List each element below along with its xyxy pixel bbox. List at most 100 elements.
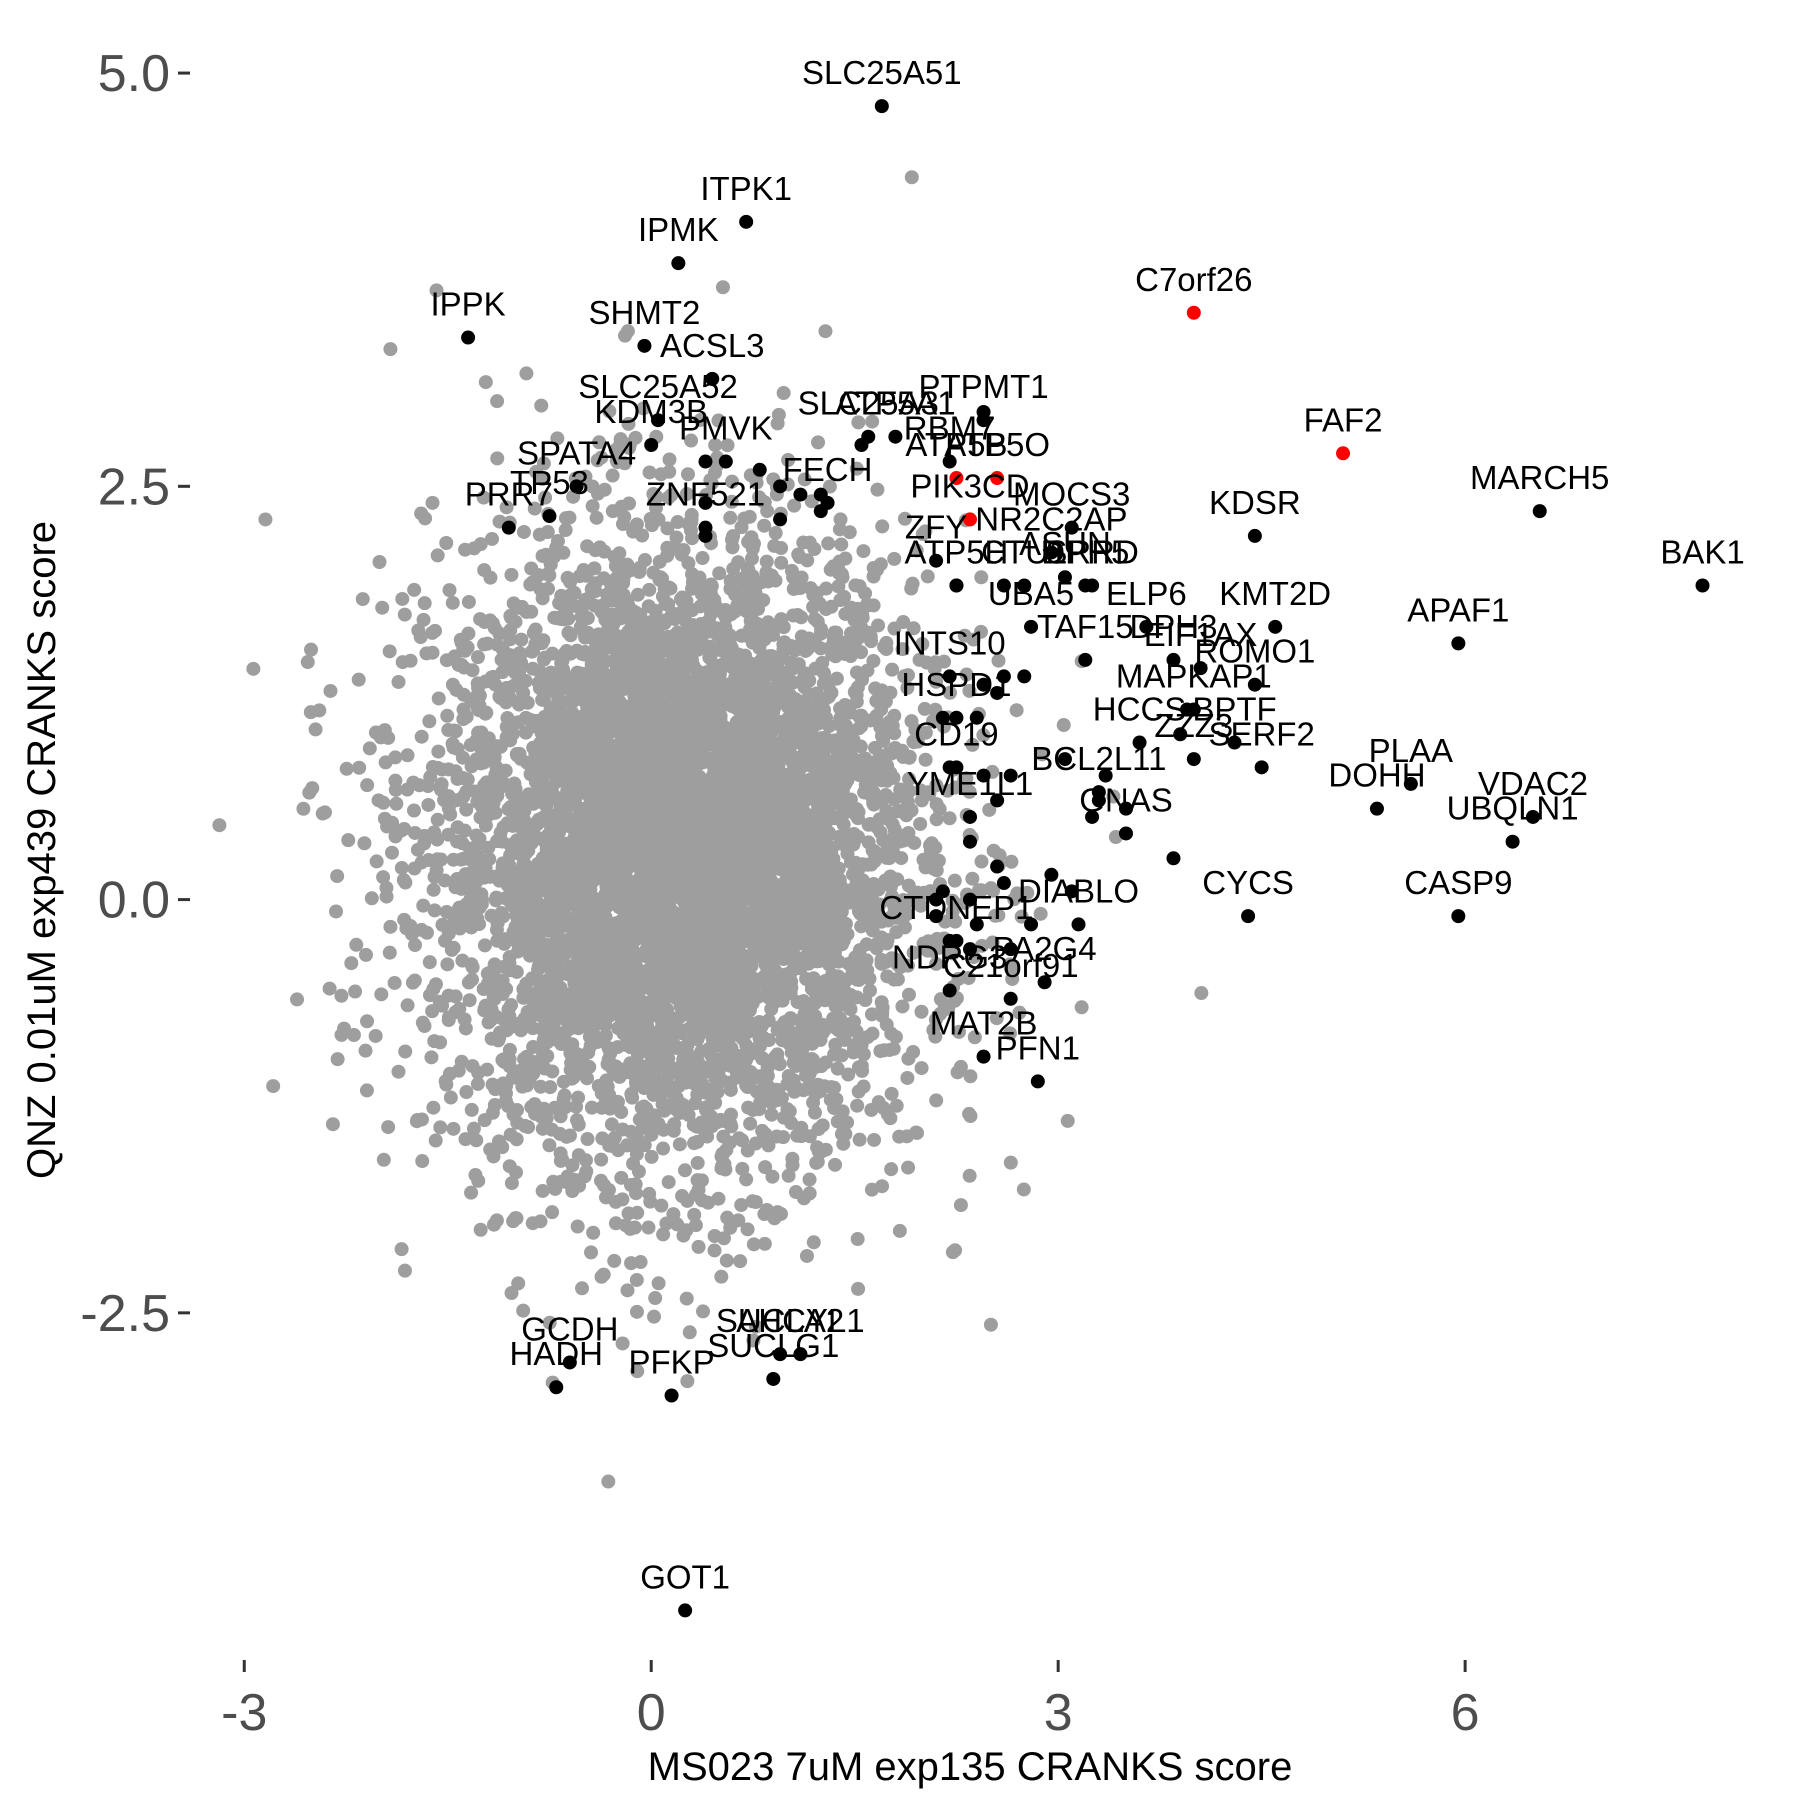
background-point <box>1004 854 1019 869</box>
background-point <box>887 551 902 566</box>
background-point <box>397 1263 412 1278</box>
background-point <box>815 1118 830 1133</box>
background-point <box>641 1220 656 1235</box>
background-point <box>464 759 479 774</box>
background-point <box>594 1269 609 1284</box>
background-point <box>459 1085 474 1100</box>
background-point <box>893 782 908 797</box>
background-point <box>961 971 976 986</box>
background-point <box>875 519 890 534</box>
background-point <box>676 542 691 557</box>
background-point <box>607 549 622 564</box>
background-point <box>830 1061 845 1076</box>
background-point <box>761 574 776 589</box>
background-point <box>358 947 373 962</box>
background-point <box>453 632 468 647</box>
background-point <box>315 806 330 821</box>
background-point <box>477 938 492 953</box>
background-point <box>381 1120 396 1135</box>
background-point <box>461 594 476 609</box>
background-point <box>621 416 636 431</box>
background-point <box>357 836 372 851</box>
background-point <box>787 498 802 513</box>
background-point <box>516 1303 531 1318</box>
background-point <box>396 873 411 888</box>
background-point <box>861 835 876 850</box>
background-point <box>1014 909 1029 924</box>
background-point <box>534 398 549 413</box>
background-point <box>325 1117 340 1132</box>
background-point <box>802 1186 817 1201</box>
background-point <box>398 1044 413 1059</box>
background-point <box>666 1207 681 1222</box>
background-point <box>389 796 404 811</box>
background-point <box>879 1017 894 1032</box>
background-point <box>614 499 629 514</box>
background-point <box>334 988 349 1003</box>
background-point <box>860 663 875 678</box>
background-point <box>212 818 227 833</box>
background-point <box>884 889 899 904</box>
background-point <box>626 1156 641 1171</box>
background-point <box>830 1114 845 1129</box>
background-point <box>407 825 422 840</box>
background-point <box>870 482 885 497</box>
background-point <box>575 1281 590 1296</box>
background-point <box>683 652 698 667</box>
background-point <box>352 760 367 775</box>
background-point <box>422 714 437 729</box>
background-point <box>439 536 454 551</box>
background-point <box>266 1079 281 1094</box>
background-point <box>768 1050 783 1065</box>
background-point <box>870 562 885 577</box>
background-point <box>739 1172 754 1187</box>
background-point <box>642 815 657 830</box>
background-point <box>446 1121 461 1136</box>
background-point <box>715 280 730 295</box>
background-point <box>489 1213 504 1228</box>
background-point <box>490 451 505 466</box>
background-point <box>428 623 443 638</box>
background-point <box>407 973 422 988</box>
background-point <box>767 538 782 553</box>
background-point <box>723 1082 738 1097</box>
background-point <box>642 465 657 480</box>
background-point <box>634 1100 649 1115</box>
background-point <box>481 840 496 855</box>
background-point <box>865 414 880 429</box>
background-point <box>542 1138 557 1153</box>
background-point <box>906 945 921 960</box>
background-point <box>819 581 834 596</box>
background-point <box>542 1315 557 1330</box>
background-point <box>516 524 531 539</box>
background-point <box>330 1052 345 1067</box>
background-point <box>527 501 542 516</box>
background-point <box>794 570 809 585</box>
background-point <box>827 1080 842 1095</box>
background-point <box>374 987 389 1002</box>
background-point <box>849 990 864 1005</box>
background-point <box>900 1070 915 1085</box>
background-point <box>720 1210 735 1225</box>
background-point <box>850 1098 865 1113</box>
background-point <box>425 645 440 660</box>
background-point <box>656 1227 671 1242</box>
background-point <box>620 324 635 339</box>
background-point <box>427 903 442 918</box>
background-point <box>397 607 412 622</box>
background-point <box>303 705 318 720</box>
background-point <box>590 453 605 468</box>
background-point <box>690 1173 705 1188</box>
background-point <box>395 591 410 606</box>
background-point <box>963 1108 978 1123</box>
background-point <box>757 518 772 533</box>
background-points <box>212 170 1209 1489</box>
background-point <box>884 1162 899 1177</box>
background-point <box>509 1132 524 1147</box>
background-point <box>688 625 703 640</box>
background-point <box>504 567 519 582</box>
background-point <box>437 873 452 888</box>
background-point <box>548 1181 563 1196</box>
background-point <box>379 889 394 904</box>
background-point <box>503 623 518 638</box>
